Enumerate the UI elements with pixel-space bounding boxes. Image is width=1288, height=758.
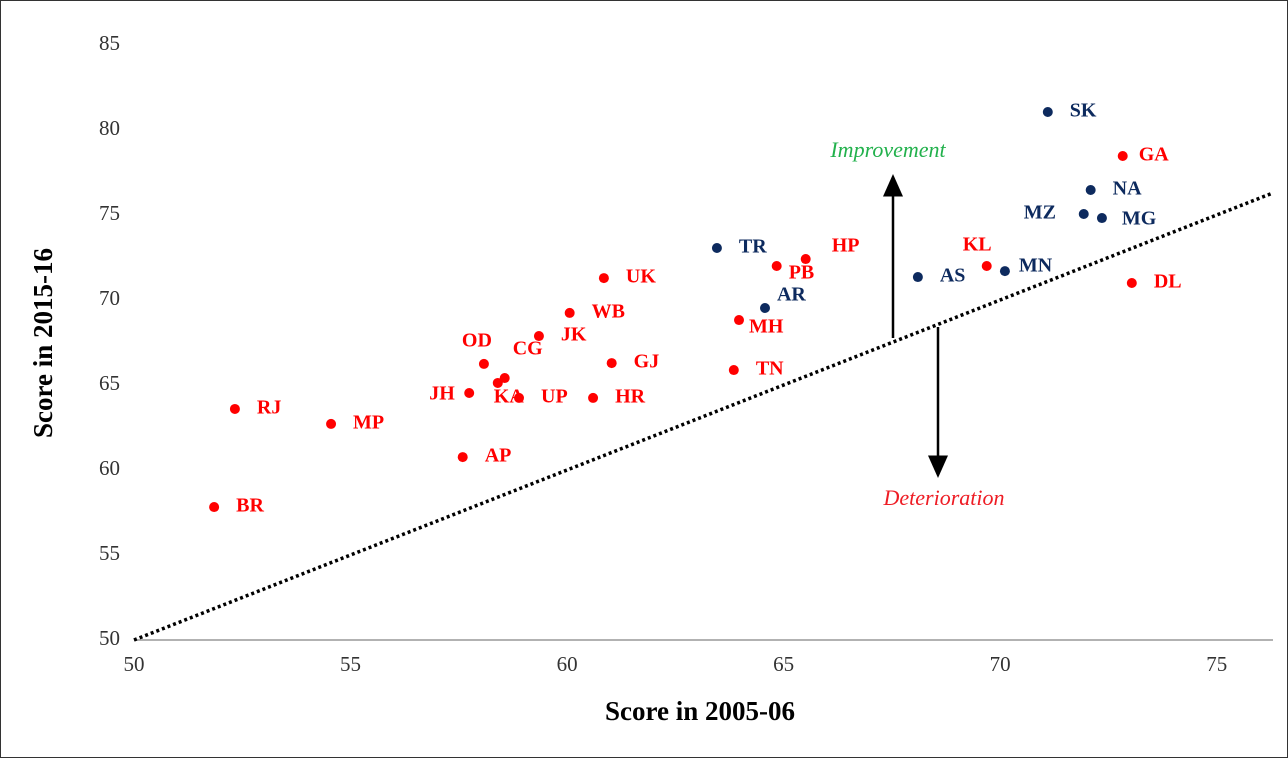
point (912, 272, 923, 283)
point (492, 377, 503, 388)
point-label: JK (561, 324, 587, 346)
point (533, 331, 544, 342)
point-label: HP (832, 235, 860, 257)
point-label: UK (626, 266, 656, 288)
point (728, 365, 739, 376)
point-label: AP (485, 445, 512, 467)
y-tick-label: 55 (99, 541, 120, 565)
point-label: NA (1113, 178, 1142, 200)
point-label: RJ (257, 397, 281, 419)
point-label: SK (1070, 100, 1097, 122)
point-label: KL (963, 234, 992, 256)
point-label: GJ (634, 351, 660, 373)
point (800, 254, 811, 265)
point (1078, 208, 1089, 219)
point (999, 266, 1010, 277)
y-tick-label: 65 (99, 371, 120, 395)
point-label: UP (541, 386, 568, 408)
y-tick-label: 75 (99, 201, 120, 225)
point-label: WB (592, 301, 625, 323)
point (1126, 278, 1137, 288)
y-tick-label: 60 (99, 456, 120, 480)
point (514, 392, 525, 403)
point (734, 315, 745, 326)
x-tick-label: 70 (990, 652, 1011, 676)
point-label: MG (1122, 208, 1157, 230)
x-tick-label: 55 (340, 652, 361, 676)
point-label: MN (1019, 255, 1053, 277)
point-label: OD (462, 330, 492, 352)
x-tick-label: 50 (124, 652, 145, 676)
point (1096, 213, 1107, 224)
x-tick-label: 65 (773, 652, 794, 676)
point (759, 302, 770, 313)
point (229, 403, 240, 414)
point (464, 387, 475, 398)
point-label: JH (429, 383, 455, 405)
point (598, 273, 609, 284)
point-label: MH (749, 316, 784, 338)
y-tick-label: 85 (99, 31, 120, 55)
point (209, 502, 220, 513)
point-label: MP (353, 412, 384, 434)
point (499, 373, 510, 384)
y-tick-label: 70 (99, 286, 120, 310)
point-label: PB (789, 262, 815, 284)
point-label: TR (739, 236, 767, 258)
point-label: AS (940, 265, 966, 287)
point (606, 358, 617, 369)
point (1085, 185, 1096, 196)
y-axis-title: Score in 2015-16 (28, 248, 58, 438)
point-label: BR (236, 495, 264, 517)
point-label: TN (756, 358, 784, 380)
point (711, 242, 722, 253)
point (326, 418, 337, 429)
point (478, 358, 489, 369)
annotation: Improvement (829, 137, 946, 162)
point-label: MZ (1024, 202, 1056, 224)
point-label: GA (1139, 144, 1170, 166)
point (771, 261, 782, 271)
point (588, 392, 599, 403)
point (1042, 106, 1053, 117)
point-label: HR (615, 386, 646, 408)
x-tick-label: 75 (1206, 652, 1227, 676)
y-tick-label: 80 (99, 116, 120, 140)
annotation: Deterioration (883, 485, 1005, 510)
point-label: AR (777, 284, 806, 306)
point (564, 307, 575, 318)
y-tick-label: 50 (99, 626, 120, 650)
point-label: DL (1154, 271, 1182, 293)
x-axis-title: Score in 2005-06 (605, 696, 795, 726)
point (1117, 151, 1128, 162)
point (981, 261, 992, 271)
point-label: CG (513, 338, 543, 360)
point (457, 452, 468, 463)
x-tick-label: 60 (557, 652, 578, 676)
